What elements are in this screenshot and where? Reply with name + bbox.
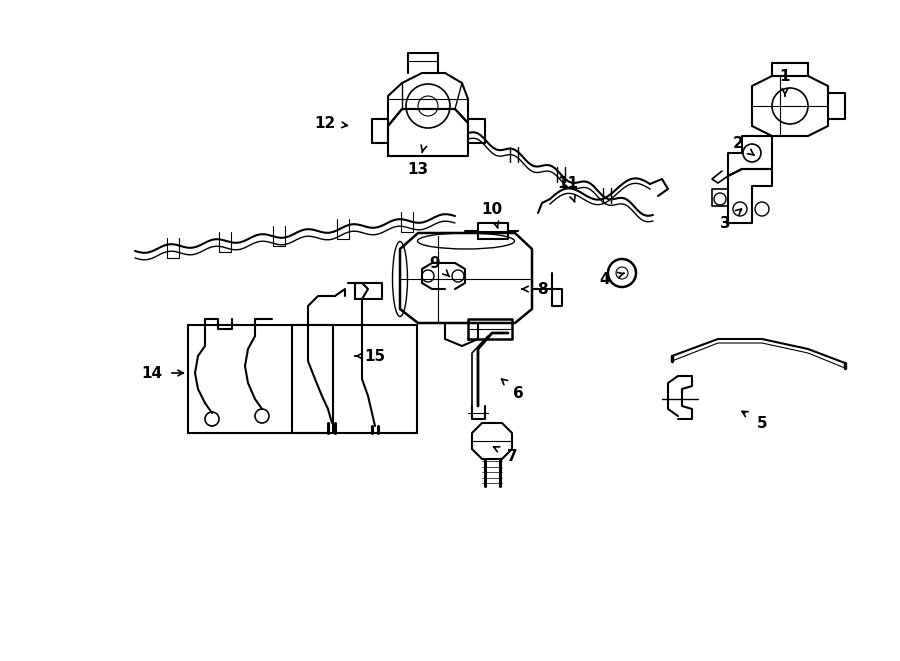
Text: 8: 8 bbox=[536, 282, 547, 297]
Text: 5: 5 bbox=[757, 416, 768, 430]
Bar bbox=[188, 325, 333, 433]
Text: 6: 6 bbox=[513, 385, 524, 401]
Text: 15: 15 bbox=[364, 348, 385, 364]
Text: 9: 9 bbox=[429, 256, 440, 270]
Text: 10: 10 bbox=[482, 202, 502, 217]
Text: 14: 14 bbox=[141, 366, 163, 381]
Text: 3: 3 bbox=[720, 215, 730, 231]
Text: 11: 11 bbox=[557, 176, 579, 190]
Bar bbox=[292, 325, 417, 433]
Text: 12: 12 bbox=[314, 116, 336, 130]
Text: 7: 7 bbox=[507, 449, 517, 463]
Text: 13: 13 bbox=[408, 161, 428, 176]
Text: 1: 1 bbox=[779, 69, 790, 83]
Text: 4: 4 bbox=[599, 272, 610, 286]
Text: 2: 2 bbox=[733, 136, 743, 151]
